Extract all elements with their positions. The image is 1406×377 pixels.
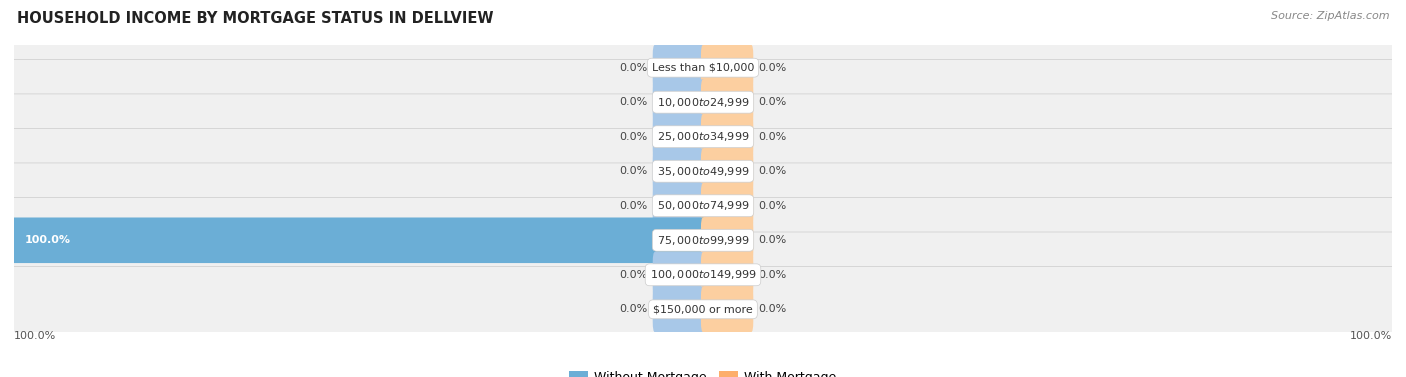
FancyBboxPatch shape bbox=[652, 287, 704, 332]
FancyBboxPatch shape bbox=[702, 80, 754, 125]
Text: 0.0%: 0.0% bbox=[758, 235, 786, 245]
Text: Less than $10,000: Less than $10,000 bbox=[652, 63, 754, 73]
FancyBboxPatch shape bbox=[702, 218, 754, 263]
Text: 0.0%: 0.0% bbox=[620, 63, 648, 73]
FancyBboxPatch shape bbox=[8, 267, 1398, 352]
Text: 0.0%: 0.0% bbox=[758, 166, 786, 176]
Text: $50,000 to $74,999: $50,000 to $74,999 bbox=[657, 199, 749, 212]
Text: 0.0%: 0.0% bbox=[620, 201, 648, 211]
Legend: Without Mortgage, With Mortgage: Without Mortgage, With Mortgage bbox=[564, 366, 842, 377]
Text: HOUSEHOLD INCOME BY MORTGAGE STATUS IN DELLVIEW: HOUSEHOLD INCOME BY MORTGAGE STATUS IN D… bbox=[17, 11, 494, 26]
FancyBboxPatch shape bbox=[702, 114, 754, 159]
Text: 100.0%: 100.0% bbox=[24, 235, 70, 245]
FancyBboxPatch shape bbox=[652, 114, 704, 159]
FancyBboxPatch shape bbox=[652, 183, 704, 228]
FancyBboxPatch shape bbox=[652, 149, 704, 194]
Text: 0.0%: 0.0% bbox=[758, 63, 786, 73]
Text: $75,000 to $99,999: $75,000 to $99,999 bbox=[657, 234, 749, 247]
Text: $150,000 or more: $150,000 or more bbox=[654, 304, 752, 314]
FancyBboxPatch shape bbox=[702, 183, 754, 228]
Text: 100.0%: 100.0% bbox=[1350, 331, 1392, 341]
FancyBboxPatch shape bbox=[652, 252, 704, 297]
Text: $25,000 to $34,999: $25,000 to $34,999 bbox=[657, 130, 749, 143]
FancyBboxPatch shape bbox=[702, 252, 754, 297]
Text: $100,000 to $149,999: $100,000 to $149,999 bbox=[650, 268, 756, 281]
Text: 0.0%: 0.0% bbox=[758, 132, 786, 142]
FancyBboxPatch shape bbox=[702, 287, 754, 332]
Text: 100.0%: 100.0% bbox=[14, 331, 56, 341]
Text: 0.0%: 0.0% bbox=[758, 270, 786, 280]
Text: 0.0%: 0.0% bbox=[620, 97, 648, 107]
Text: 0.0%: 0.0% bbox=[620, 132, 648, 142]
FancyBboxPatch shape bbox=[8, 60, 1398, 145]
Text: $10,000 to $24,999: $10,000 to $24,999 bbox=[657, 96, 749, 109]
FancyBboxPatch shape bbox=[702, 149, 754, 194]
FancyBboxPatch shape bbox=[702, 45, 754, 90]
Text: 0.0%: 0.0% bbox=[620, 304, 648, 314]
FancyBboxPatch shape bbox=[652, 45, 704, 90]
Text: 0.0%: 0.0% bbox=[620, 166, 648, 176]
Text: 0.0%: 0.0% bbox=[620, 270, 648, 280]
Text: Source: ZipAtlas.com: Source: ZipAtlas.com bbox=[1271, 11, 1389, 21]
FancyBboxPatch shape bbox=[8, 25, 1398, 110]
Text: 0.0%: 0.0% bbox=[758, 201, 786, 211]
Text: $35,000 to $49,999: $35,000 to $49,999 bbox=[657, 165, 749, 178]
FancyBboxPatch shape bbox=[8, 198, 1398, 283]
FancyBboxPatch shape bbox=[8, 129, 1398, 214]
Text: 0.0%: 0.0% bbox=[758, 97, 786, 107]
FancyBboxPatch shape bbox=[13, 218, 704, 263]
FancyBboxPatch shape bbox=[8, 232, 1398, 317]
FancyBboxPatch shape bbox=[8, 94, 1398, 179]
FancyBboxPatch shape bbox=[652, 80, 704, 125]
FancyBboxPatch shape bbox=[8, 163, 1398, 248]
Text: 0.0%: 0.0% bbox=[758, 304, 786, 314]
